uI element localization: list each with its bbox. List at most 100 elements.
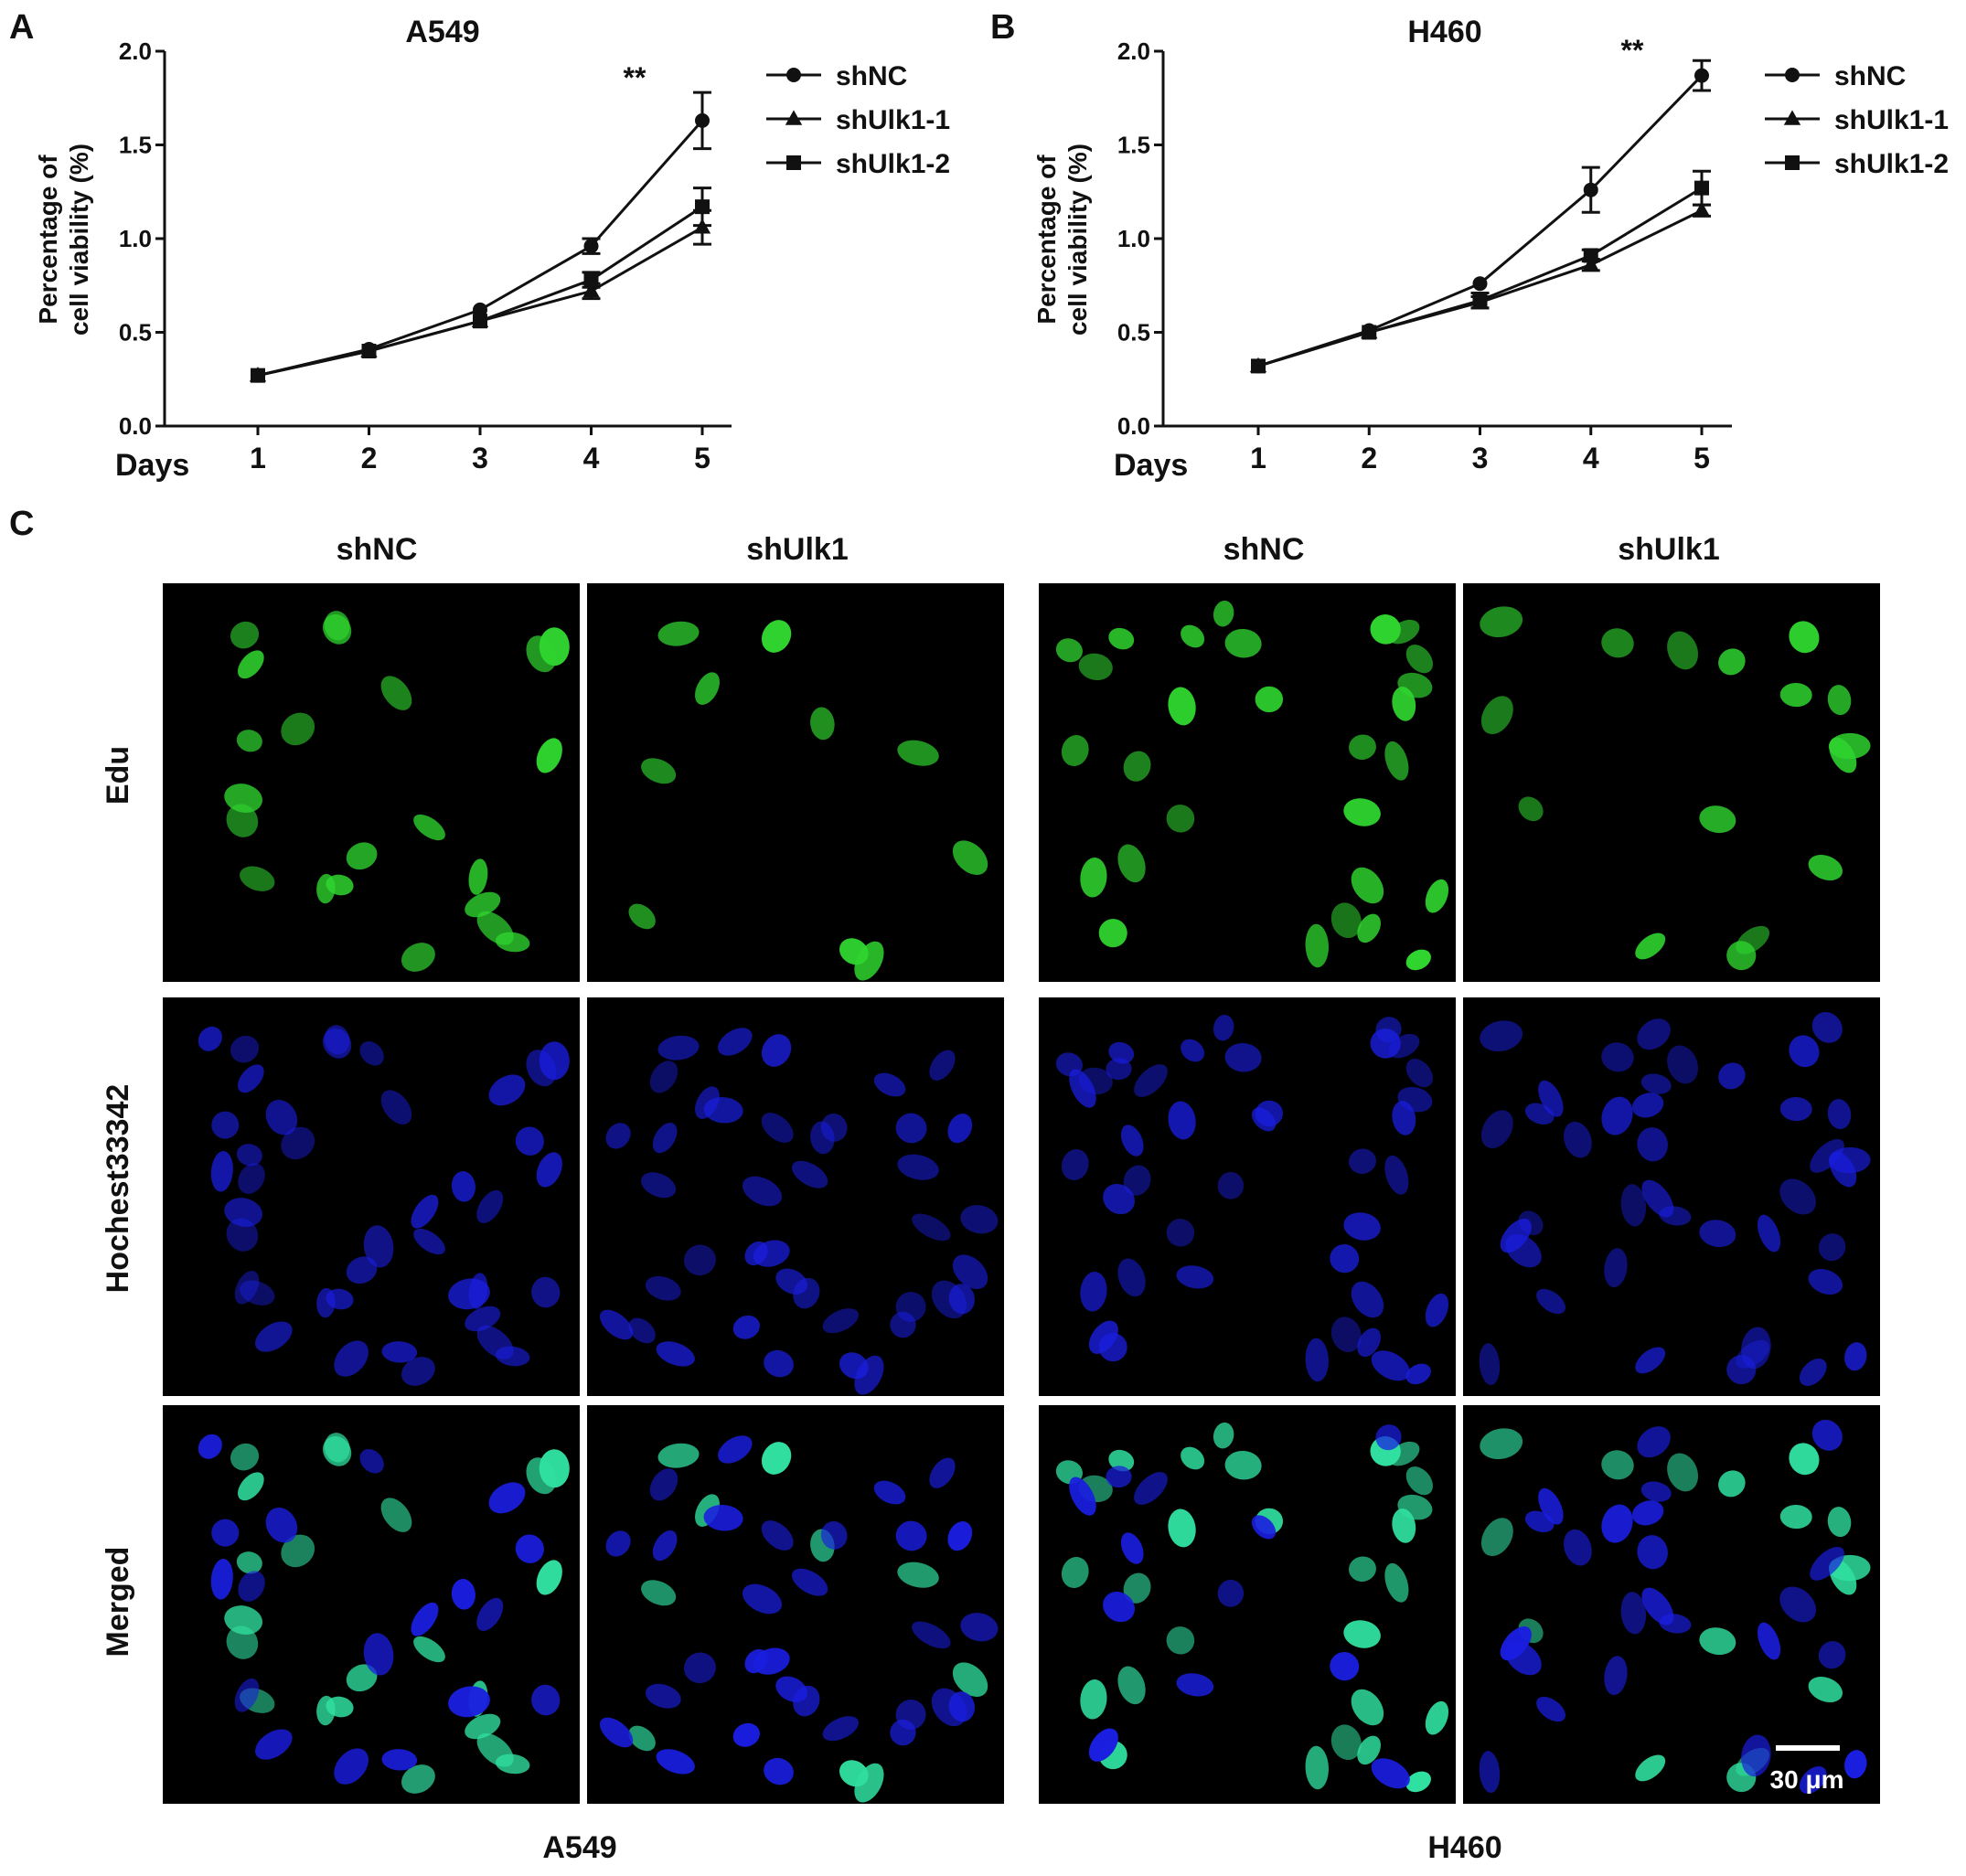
merged-nucleus [854, 1763, 884, 1803]
micrograph-content [1055, 1014, 1449, 1385]
merged-nucleus [952, 1662, 988, 1697]
merged-nucleus [929, 1457, 956, 1488]
chart-a-point [695, 199, 710, 215]
hoechst-nucleus [873, 1072, 906, 1097]
hoechst-nucleus [1176, 1265, 1214, 1289]
merged-nucleus [744, 1648, 768, 1674]
hoechst-nucleus [1168, 1101, 1196, 1140]
merged-nucleus [363, 1633, 394, 1676]
hoechst-nucleus [255, 1321, 293, 1352]
chart-b-legend-marker [1785, 155, 1800, 170]
merged-nucleus [1601, 1450, 1634, 1480]
hoechst-nucleus [1080, 1271, 1107, 1312]
merged-nucleus [1480, 1518, 1513, 1557]
chart-b-significance: ** [1621, 34, 1644, 67]
hoechst-nucleus [536, 1152, 562, 1188]
micrograph-hoechst-a549-shnc [163, 997, 580, 1396]
merged-nucleus [1779, 1586, 1817, 1623]
merged-nucleus [1405, 1771, 1431, 1793]
edu-nucleus [536, 738, 562, 773]
hoechst-nucleus [1106, 1058, 1132, 1081]
hoechst-nucleus [761, 1034, 792, 1067]
merged-nucleus [1217, 1579, 1245, 1607]
micrograph-hoechst-a549-shulk1 [587, 997, 1004, 1396]
hoechst-nucleus [947, 1114, 973, 1144]
merged-nucleus [1251, 1515, 1277, 1540]
merged-nucleus [1117, 1666, 1146, 1705]
micrograph-merged-a549-shulk1 [587, 1405, 1004, 1804]
merged-nucleus [897, 1562, 939, 1588]
hoechst-nucleus [1779, 1178, 1817, 1215]
merged-nucleus [1106, 1466, 1132, 1488]
merged-nucleus [346, 1664, 378, 1692]
hoechst-nucleus [641, 1172, 677, 1199]
edu-nucleus [761, 620, 792, 653]
chart-b-ylabel-2: cell viability (%) [1063, 144, 1092, 336]
chart-b-point [1251, 358, 1266, 374]
micrograph-content [1479, 1419, 1871, 1794]
hoechst-nucleus [236, 1144, 262, 1167]
hoechst-nucleus [1604, 1248, 1628, 1288]
micrograph-content [1055, 1422, 1449, 1793]
hoechst-nucleus [1811, 1011, 1843, 1043]
merged-nucleus [1405, 1466, 1434, 1496]
edu-nucleus [1357, 913, 1381, 943]
edu-nucleus [539, 627, 570, 666]
hoechst-nucleus [1357, 1327, 1381, 1358]
hoechst-nucleus [411, 1194, 439, 1229]
merged-nucleus [515, 1534, 544, 1563]
micrograph-merged-h460-shnc [1039, 1405, 1456, 1804]
hoechst-nucleus [764, 1349, 794, 1378]
merged-nucleus [628, 1725, 656, 1752]
edu-nucleus [230, 621, 260, 649]
chart-b-x-tick-label: 1 [1250, 442, 1266, 474]
merged-nucleus [895, 1700, 926, 1730]
edu-nucleus [1828, 732, 1871, 760]
hoechst-nucleus [515, 1126, 544, 1156]
micrograph-edu-a549-shnc [163, 583, 580, 982]
merged-nucleus [652, 1530, 678, 1562]
chart-a-x-tick-label: 5 [694, 442, 711, 474]
hoechst-nucleus [1123, 1165, 1151, 1196]
edu-nucleus [1405, 645, 1434, 674]
merged-nucleus [476, 1597, 504, 1631]
hoechst-nucleus [912, 1213, 951, 1242]
hoechst-nucleus [1397, 1086, 1433, 1113]
merged-nucleus [230, 1443, 260, 1471]
hoechst-nucleus [1779, 1096, 1812, 1122]
hoechst-nucleus [1741, 1327, 1771, 1370]
hoechst-nucleus [1061, 1148, 1089, 1181]
edu-nucleus [1123, 751, 1151, 782]
merged-nucleus [1601, 1504, 1633, 1543]
hoechst-nucleus [265, 1100, 298, 1135]
hoechst-nucleus [1538, 1080, 1564, 1117]
edu-nucleus [240, 866, 275, 891]
chart-a-title: A549 [405, 15, 479, 49]
col-header-a549-shnc: shNC [337, 532, 418, 567]
micrograph-grid [163, 583, 1880, 1804]
chart-a-series-line [257, 119, 704, 378]
hoechst-nucleus [539, 1041, 570, 1081]
merged-nucleus [1637, 1426, 1671, 1458]
hoechst-nucleus [359, 1041, 384, 1066]
micrograph-merged-h460-shulk1 [1463, 1405, 1880, 1804]
merged-nucleus [1479, 1751, 1501, 1793]
edu-nucleus [1168, 687, 1196, 726]
chart-a-legend-marker [786, 68, 801, 82]
merged-nucleus [238, 1571, 265, 1602]
merged-nucleus [448, 1686, 490, 1718]
hoechst-nucleus [1480, 1020, 1523, 1052]
edu-nucleus [1351, 867, 1384, 904]
col-header-h460-shulk1: shUlk1 [1618, 532, 1720, 567]
chart-a-x-tick-label: 2 [361, 442, 378, 474]
chart-a-legend-label: shNC [836, 61, 907, 91]
hoechst-nucleus [334, 1340, 369, 1377]
hoechst-nucleus [656, 1341, 695, 1367]
chart-b-x-tick-label: 5 [1694, 442, 1710, 474]
col-header-a549-shulk1: shUlk1 [746, 532, 849, 567]
hoechst-nucleus [211, 1111, 240, 1139]
merged-nucleus [649, 1468, 678, 1501]
edu-nucleus [237, 650, 264, 679]
hoechst-nucleus [1213, 1014, 1234, 1041]
chart-a-point [251, 368, 265, 383]
